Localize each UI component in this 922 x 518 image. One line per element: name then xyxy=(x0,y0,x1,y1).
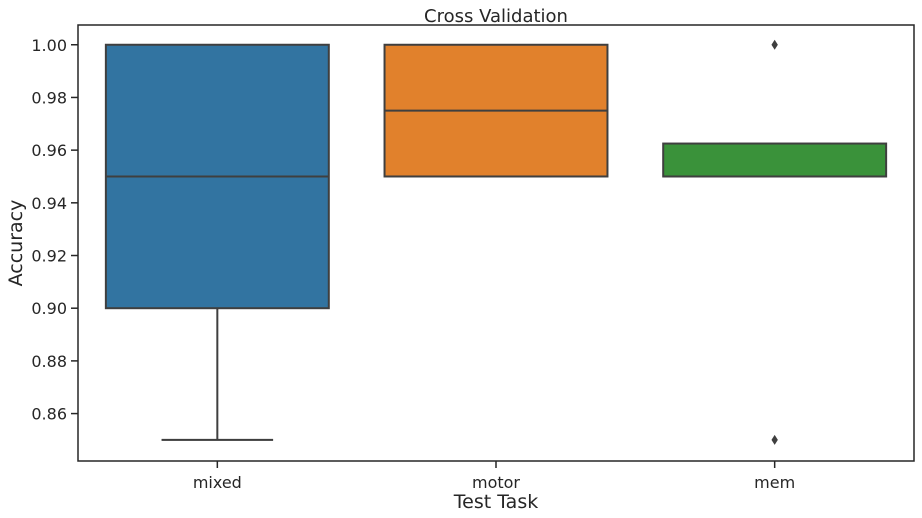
box-motor xyxy=(383,43,609,178)
y-tick-label: 0.96 xyxy=(31,141,67,160)
plot-area xyxy=(104,39,888,445)
y-tick-label: 1.00 xyxy=(31,36,67,55)
chart-title: Cross Validation xyxy=(424,6,568,27)
y-tick-label: 0.94 xyxy=(31,194,67,213)
y-tick-label: 0.90 xyxy=(31,299,67,318)
y-axis-label: Accuracy xyxy=(5,200,27,287)
box-mem xyxy=(662,39,888,445)
outlier-point xyxy=(771,39,778,50)
y-tick-label: 0.98 xyxy=(31,88,67,107)
x-axis: mixed motor mem xyxy=(193,461,795,492)
box-body xyxy=(662,142,888,178)
x-axis-label: Test Task xyxy=(453,491,538,513)
y-tick-label: 0.92 xyxy=(31,247,67,266)
box-mixed xyxy=(104,43,330,441)
y-tick-label: 0.86 xyxy=(31,405,67,424)
y-tick-label: 0.88 xyxy=(31,352,67,371)
y-axis: 0.86 0.88 0.90 0.92 0.94 0.96 0.98 1.00 xyxy=(31,36,78,424)
outlier-point xyxy=(771,434,778,445)
x-tick-label: mem xyxy=(754,473,795,492)
x-tick-label: motor xyxy=(472,473,520,492)
x-tick-label: mixed xyxy=(193,473,242,492)
